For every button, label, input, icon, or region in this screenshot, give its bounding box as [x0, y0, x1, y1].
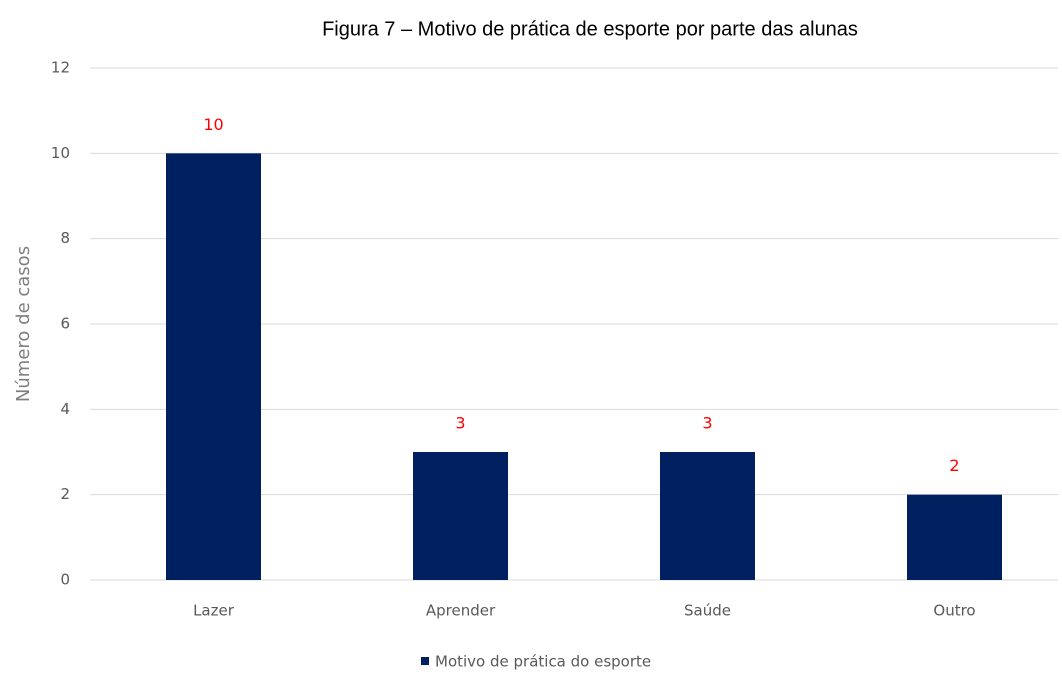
chart-title: Figura 7 – Motivo de prática de esporte …	[322, 18, 858, 40]
x-tick-label: Saúde	[684, 602, 731, 620]
y-tick-label: 10	[51, 144, 70, 162]
legend-label: Motivo de prática do esporte	[435, 653, 651, 671]
data-label: 10	[203, 115, 223, 134]
bar	[413, 452, 508, 580]
y-tick-label: 0	[60, 571, 70, 589]
x-tick-label: Outro	[933, 602, 975, 620]
data-label: 3	[702, 414, 712, 433]
bar	[907, 494, 1002, 580]
y-tick-label: 8	[60, 229, 70, 247]
x-tick-label: Lazer	[193, 602, 235, 620]
x-tick-label: Aprender	[426, 602, 496, 620]
bar	[166, 153, 261, 581]
data-label: 2	[949, 456, 959, 475]
data-label: 3	[455, 414, 465, 433]
y-axis-label: Número de casos	[13, 246, 34, 402]
y-tick-label: 6	[60, 315, 70, 333]
y-tick-label: 4	[60, 400, 70, 418]
legend-swatch	[421, 657, 429, 665]
bar	[660, 452, 755, 580]
y-tick-label: 2	[60, 485, 70, 503]
y-tick-label: 12	[51, 59, 70, 77]
